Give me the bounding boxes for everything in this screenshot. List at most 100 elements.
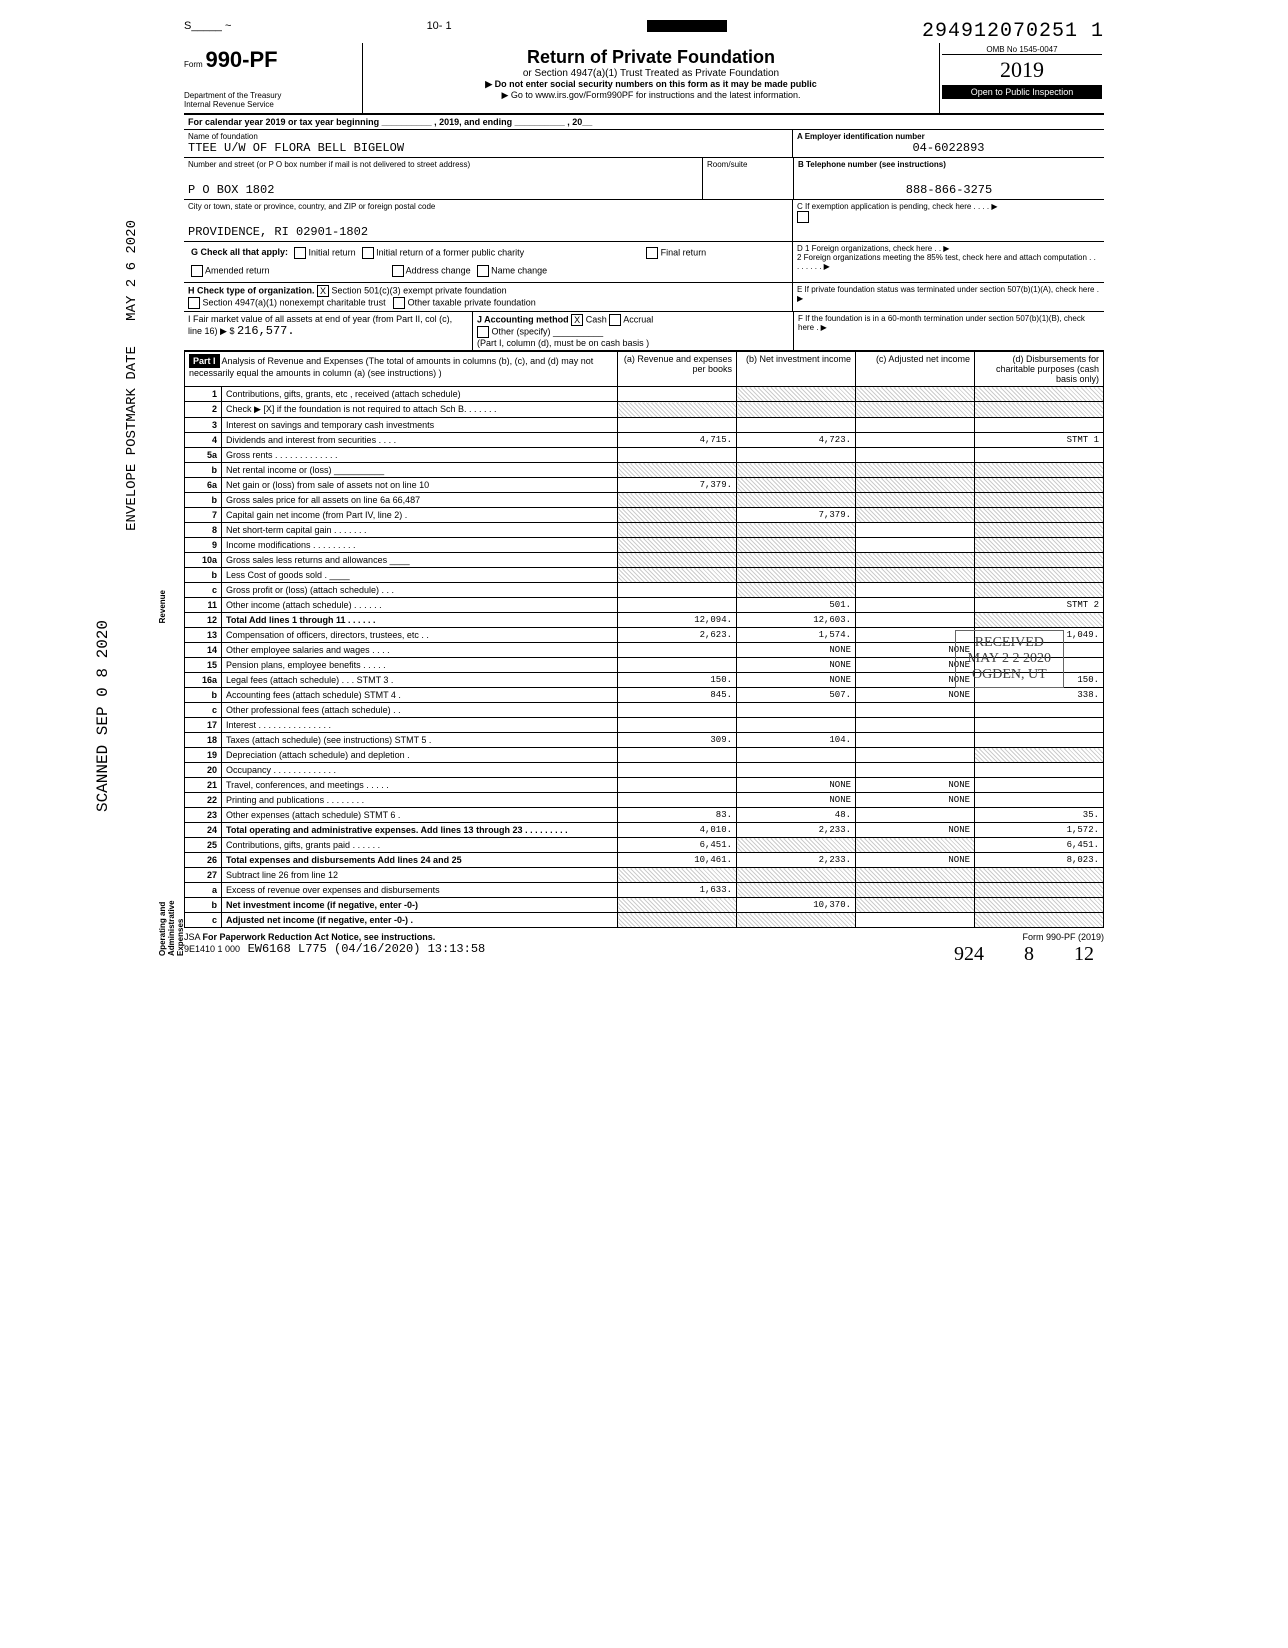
line-description: Total operating and administrative expen… <box>222 823 618 838</box>
line-number: 15 <box>185 658 222 673</box>
cell-d <box>975 583 1104 598</box>
i-j-f-row: I Fair market value of all assets at end… <box>184 312 1104 351</box>
received-text: RECEIVED <box>968 635 1051 651</box>
cell-d <box>975 898 1104 913</box>
j-accrual: Accrual <box>623 314 653 324</box>
handwritten-3: 12 <box>1074 943 1094 966</box>
g-address-checkbox[interactable] <box>392 265 404 277</box>
g-d-row: G Check all that apply: Initial return I… <box>184 242 1104 283</box>
cell-a <box>618 598 737 613</box>
cell-a <box>618 568 737 583</box>
cell-b <box>737 448 856 463</box>
cell-d: 338. <box>975 688 1104 703</box>
table-row: 4Dividends and interest from securities … <box>185 433 1104 448</box>
j-other-checkbox[interactable] <box>477 326 489 338</box>
ein-cell: A Employer identification number 04-6022… <box>793 130 1104 157</box>
cell-b <box>737 913 856 928</box>
cell-a: 6,451. <box>618 838 737 853</box>
cell-c <box>856 463 975 478</box>
f-cell: F If the foundation is in a 60-month ter… <box>794 312 1104 350</box>
h-opt1: Section 501(c)(3) exempt private foundat… <box>332 285 507 295</box>
line-description: Excess of revenue over expenses and disb… <box>222 883 618 898</box>
cell-c <box>856 898 975 913</box>
line-number: 25 <box>185 838 222 853</box>
cell-a <box>618 523 737 538</box>
g-initial-checkbox[interactable] <box>294 247 306 259</box>
h-4947-checkbox[interactable] <box>188 297 200 309</box>
table-row: 3Interest on savings and temporary cash … <box>185 418 1104 433</box>
irs-label: Internal Revenue Service <box>184 100 354 109</box>
line-number: 24 <box>185 823 222 838</box>
revenue-side-label: Revenue <box>158 590 167 623</box>
line-description: Other professional fees (attach schedule… <box>222 703 618 718</box>
cell-c <box>856 538 975 553</box>
line-description: Gross sales less returns and allowances … <box>222 553 618 568</box>
line-number: b <box>185 493 222 508</box>
f-label: F If the foundation is in a 60-month ter… <box>798 314 1100 332</box>
g-namechange-checkbox[interactable] <box>477 265 489 277</box>
cell-a <box>618 448 737 463</box>
cell-d <box>975 448 1104 463</box>
cell-b: 4,723. <box>737 433 856 448</box>
cell-c <box>856 523 975 538</box>
paperwork-notice: For Paperwork Reduction Act Notice, see … <box>203 932 436 942</box>
line-number: 12 <box>185 613 222 628</box>
cell-c <box>856 583 975 598</box>
cell-d <box>975 748 1104 763</box>
g-amended-checkbox[interactable] <box>191 265 203 277</box>
j-accrual-checkbox[interactable] <box>609 314 621 326</box>
table-row: 20Occupancy . . . . . . . . . . . . . <box>185 763 1104 778</box>
j-cash-checkbox[interactable]: X <box>571 314 583 326</box>
table-row: 10aGross sales less returns and allowanc… <box>185 553 1104 568</box>
h-other-checkbox[interactable] <box>393 297 405 309</box>
cell-b: NONE <box>737 778 856 793</box>
line-number: 7 <box>185 508 222 523</box>
h-501c3-checkbox[interactable]: X <box>317 285 329 297</box>
g-former-checkbox[interactable] <box>362 247 374 259</box>
line-number: 9 <box>185 538 222 553</box>
top-scribble: S_____ ~ <box>184 20 231 43</box>
table-row: bNet investment income (if negative, ent… <box>185 898 1104 913</box>
line-number: 8 <box>185 523 222 538</box>
cell-a <box>618 583 737 598</box>
line-description: Less Cost of goods sold . ____ <box>222 568 618 583</box>
line-number: 27 <box>185 868 222 883</box>
table-row: 22Printing and publications . . . . . . … <box>185 793 1104 808</box>
received-date: MAY 2 2 2020 <box>968 651 1051 667</box>
cell-a <box>618 913 737 928</box>
c-checkbox[interactable] <box>797 211 809 223</box>
cell-d <box>975 703 1104 718</box>
line-number: 10a <box>185 553 222 568</box>
line-description: Pension plans, employee benefits . . . .… <box>222 658 618 673</box>
cell-b: 12,603. <box>737 613 856 628</box>
cell-d: STMT 1 <box>975 433 1104 448</box>
h-opt3: Other taxable private foundation <box>408 297 536 307</box>
line-description: Other employee salaries and wages . . . … <box>222 643 618 658</box>
g-label: G Check all that apply: <box>191 247 288 259</box>
cell-b <box>737 883 856 898</box>
table-row: 5aGross rents . . . . . . . . . . . . . <box>185 448 1104 463</box>
omb-number: OMB No 1545-0047 <box>942 45 1102 55</box>
col-b-header: (b) Net investment income <box>737 352 856 387</box>
line-description: Legal fees (attach schedule) . . . STMT … <box>222 673 618 688</box>
cell-d <box>975 718 1104 733</box>
cell-c <box>856 913 975 928</box>
cell-c <box>856 418 975 433</box>
h-label: H Check type of organization. <box>188 285 315 295</box>
line-description: Contributions, gifts, grants, etc , rece… <box>222 387 618 402</box>
table-row: 23Other expenses (attach schedule) STMT … <box>185 808 1104 823</box>
line-number: 1 <box>185 387 222 402</box>
part1-badge: Part I <box>189 354 220 368</box>
i-label: I Fair market value of all assets at end… <box>188 314 452 336</box>
cell-b <box>737 748 856 763</box>
line-description: Income modifications . . . . . . . . . <box>222 538 618 553</box>
line-number: c <box>185 583 222 598</box>
cell-d <box>975 523 1104 538</box>
line-number: 13 <box>185 628 222 643</box>
address-cell: Number and street (or P O box number if … <box>184 158 703 199</box>
foundation-name-cell: Name of foundation TTEE U/W OF FLORA BEL… <box>184 130 793 157</box>
g-final-checkbox[interactable] <box>646 247 658 259</box>
cell-c <box>856 868 975 883</box>
table-row: aExcess of revenue over expenses and dis… <box>185 883 1104 898</box>
line-number: 3 <box>185 418 222 433</box>
